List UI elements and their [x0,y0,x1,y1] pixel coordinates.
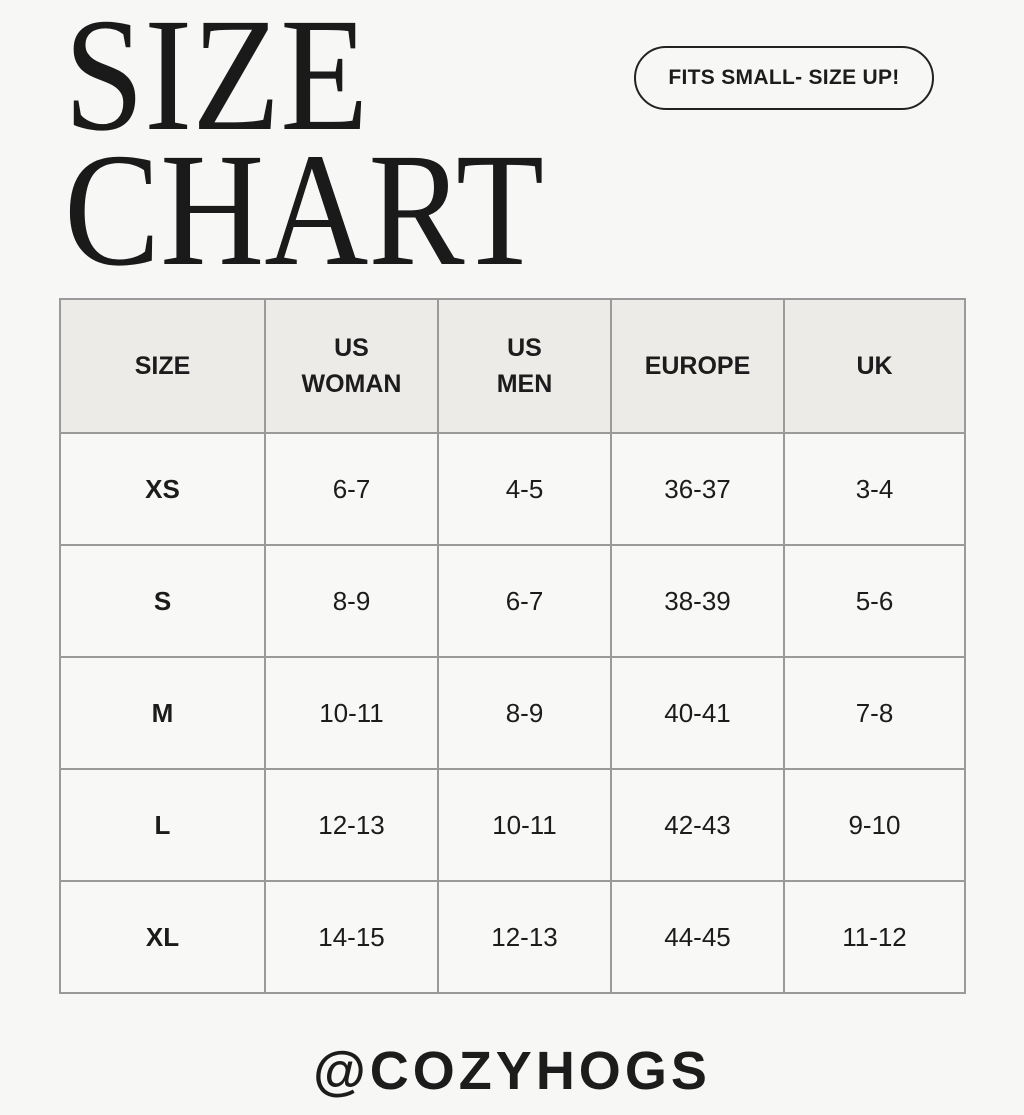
header-europe: EUROPE [610,298,785,434]
header-label: SIZE [134,352,191,380]
cell-size: M [59,656,266,770]
cell-europe: 42-43 [610,768,785,882]
table-row: S 8-9 6-7 38-39 5-6 [59,544,966,658]
cell-us-woman: 6-7 [264,432,439,546]
cell-us-woman: 14-15 [264,880,439,994]
cell-uk: 7-8 [783,656,966,770]
cell-us-men: 4-5 [437,432,612,546]
cell-europe: 38-39 [610,544,785,658]
cell-us-woman: 8-9 [264,544,439,658]
cell-uk: 9-10 [783,768,966,882]
title-line-1: SIZE [64,0,369,165]
size-table: SIZE US WOMAN US MEN EUROPE UK XS 6-7 4-5 36-… [59,298,966,994]
cell-size: L [59,768,266,882]
table-row: XL 14-15 12-13 44-45 11-12 [59,880,966,994]
cell-us-woman: 10-11 [264,656,439,770]
cell-us-men: 6-7 [437,544,612,658]
cell-size: XS [59,432,266,546]
header-row: SIZE US WOMAN US MEN EUROPE UK [59,298,966,434]
cell-us-men: 10-11 [437,768,612,882]
header-label: MEN [496,370,553,398]
header-label: EUROPE [644,352,751,380]
header-uk: UK [783,298,966,434]
cell-uk: 3-4 [783,432,966,546]
table-row: L 12-13 10-11 42-43 9-10 [59,768,966,882]
title-line-2: CHART [64,121,545,300]
social-handle: @COZYHOGS [313,1041,711,1101]
table-row: M 10-11 8-9 40-41 7-8 [59,656,966,770]
header-label: US [334,334,369,362]
cell-us-woman: 12-13 [264,768,439,882]
header-label: WOMAN [301,370,402,398]
cell-us-men: 12-13 [437,880,612,994]
cell-size: XL [59,880,266,994]
header-label: UK [856,352,893,380]
header-size: SIZE [59,298,266,434]
cell-uk: 11-12 [783,880,966,994]
table-row: XS 6-7 4-5 36-37 3-4 [59,432,966,546]
header-us-men: US MEN [437,298,612,434]
fit-note-badge: FITS SMALL- SIZE UP! [634,46,934,110]
header-us-woman: US WOMAN [264,298,439,434]
cell-europe: 36-37 [610,432,785,546]
cell-europe: 44-45 [610,880,785,994]
cell-europe: 40-41 [610,656,785,770]
header-label: US [507,334,542,362]
cell-us-men: 8-9 [437,656,612,770]
cell-uk: 5-6 [783,544,966,658]
cell-size: S [59,544,266,658]
